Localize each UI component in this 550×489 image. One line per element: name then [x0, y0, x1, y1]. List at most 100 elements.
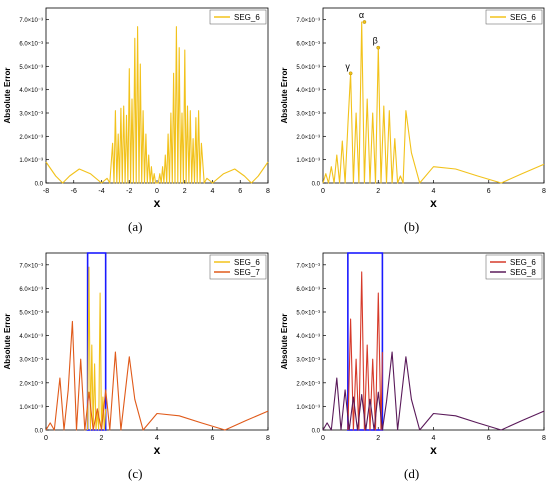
y-tick-label: 5.0×10⁻³: [296, 311, 320, 317]
highlight-box: [86, 252, 107, 431]
x-tick-label: -4: [98, 188, 104, 195]
plot-frame: [322, 7, 545, 184]
x-tick-label: 0: [44, 435, 48, 442]
legend-label: SEG_6: [234, 258, 260, 267]
x-tick-label: 0: [321, 188, 325, 195]
chart-panel-3: 0 2 4 6 8 0.0 1.0×10⁻³ 2.0×10⁻³ 3.0×10⁻³ 4.0×10⁻³…: [280, 252, 546, 457]
plot-frame: [322, 252, 545, 431]
x-tick-label: 4: [432, 435, 436, 442]
annotation-label: β: [373, 36, 378, 46]
y-tick-label: 6.0×10⁻³: [296, 287, 320, 293]
x-tick-label: 0: [321, 435, 325, 442]
plot-frame: [45, 252, 269, 431]
legend-box: [209, 254, 267, 280]
y-axis-label: Absolute Error: [280, 67, 289, 123]
series-line-seg-7: [45, 320, 269, 431]
legend-box: [485, 254, 543, 280]
y-tick-label: 0.0: [35, 182, 44, 188]
x-tick-label: 4: [211, 188, 215, 195]
x-axis-label: x: [154, 443, 161, 457]
chart-panel-1: 0 2 4 6 8 0.0 1.0×10⁻³ 2.0×10⁻³ 3.0×10⁻³ 4.0×10⁻³…: [280, 7, 546, 210]
series-line-seg-6: [322, 21, 545, 184]
legend-label: SEG_6: [510, 13, 536, 22]
y-tick-label: 4.0×10⁻³: [296, 88, 320, 94]
y-tick-label: 1.0×10⁻³: [296, 158, 320, 164]
y-tick-label: 3.0×10⁻³: [19, 358, 43, 364]
x-tick-label: 6: [487, 435, 491, 442]
x-tick-label: 2: [376, 435, 380, 442]
y-axis-label: Absolute Error: [280, 313, 289, 369]
legend-label: SEG_6: [510, 258, 536, 267]
y-tick-label: 4.0×10⁻³: [19, 334, 43, 340]
annotation-marker: [362, 20, 367, 24]
annotation-marker: [376, 45, 381, 50]
legend-box: [209, 9, 267, 25]
x-tick-label: 8: [266, 435, 270, 442]
x-tick-label: 2: [183, 188, 187, 195]
y-axis-label: Absolute Error: [3, 313, 12, 369]
y-tick-label: 5.0×10⁻³: [19, 311, 43, 317]
y-tick-label: 3.0×10⁻³: [296, 112, 320, 118]
y-tick-label: 5.0×10⁻³: [296, 65, 320, 71]
x-tick-label: 6: [211, 435, 215, 442]
x-axis-label: x: [154, 196, 161, 210]
chart-panel-2: 0 2 4 6 8 0.0 1.0×10⁻³ 2.0×10⁻³ 3.0×10⁻³ 4.0×10⁻³…: [3, 252, 270, 457]
x-axis-label: x: [430, 196, 437, 210]
annotation-label: γ: [345, 61, 350, 71]
y-tick-label: 7.0×10⁻³: [19, 18, 43, 24]
y-tick-label: 4.0×10⁻³: [19, 88, 43, 94]
x-tick-label: -6: [71, 188, 77, 195]
y-tick-label: 1.0×10⁻³: [19, 158, 43, 164]
y-tick-label: 1.0×10⁻³: [19, 405, 43, 411]
legend-label: SEG_7: [234, 268, 260, 277]
y-tick-label: 0.0: [35, 429, 44, 435]
x-axis-label: x: [430, 443, 437, 457]
panel-label-a: (a): [128, 219, 143, 234]
x-tick-label: 4: [155, 435, 159, 442]
panel-label-c: (c): [128, 466, 143, 481]
y-tick-label: 4.0×10⁻³: [296, 334, 320, 340]
panel-label-b: (b): [404, 219, 420, 234]
legend-label: SEG_8: [510, 268, 536, 277]
y-tick-label: 7.0×10⁻³: [296, 18, 320, 24]
x-tick-label: 8: [542, 188, 546, 195]
y-axis-label: Absolute Error: [3, 67, 12, 123]
y-tick-label: 3.0×10⁻³: [296, 358, 320, 364]
y-tick-label: 2.0×10⁻³: [296, 381, 320, 387]
x-tick-label: 2: [376, 188, 380, 195]
x-tick-label: 2: [100, 435, 104, 442]
y-tick-label: 7.0×10⁻³: [19, 263, 43, 269]
y-tick-label: 6.0×10⁻³: [19, 287, 43, 293]
plot-frame: [45, 7, 269, 184]
y-tick-label: 1.0×10⁻³: [296, 405, 320, 411]
legend-label: SEG_6: [234, 13, 260, 22]
series-line-seg-6: [45, 26, 269, 184]
x-tick-label: 8: [542, 435, 546, 442]
highlight-box: [347, 252, 384, 431]
x-tick-label: 6: [487, 188, 491, 195]
x-tick-label: 0: [155, 188, 159, 195]
series-line-seg-8: [322, 351, 545, 431]
y-tick-label: 5.0×10⁻³: [19, 65, 43, 71]
y-tick-label: 3.0×10⁻³: [19, 112, 43, 118]
y-tick-label: 6.0×10⁻³: [296, 42, 320, 48]
annotation-marker: [348, 71, 353, 76]
x-tick-label: 6: [238, 188, 242, 195]
series-line-seg-6: [87, 266, 107, 431]
x-tick-label: -8: [43, 188, 49, 195]
y-tick-label: 6.0×10⁻³: [19, 42, 43, 48]
y-tick-label: 2.0×10⁻³: [19, 135, 43, 141]
series-line-seg-6: [347, 271, 383, 431]
y-tick-label: 7.0×10⁻³: [296, 263, 320, 269]
panel-label-d: (d): [404, 466, 420, 481]
legend-box: [485, 9, 543, 25]
chart-panel-0: -8 -6 -4 -2 0 2 4 6 8 0.0 1.0×10⁻³ 2.0×10⁻³ 3.0×10⁻³…: [3, 7, 270, 210]
y-tick-label: 0.0: [312, 429, 321, 435]
x-tick-label: -2: [126, 188, 132, 195]
x-tick-label: 4: [432, 188, 436, 195]
x-tick-label: 8: [266, 188, 270, 195]
y-tick-label: 2.0×10⁻³: [296, 135, 320, 141]
y-tick-label: 2.0×10⁻³: [19, 381, 43, 387]
